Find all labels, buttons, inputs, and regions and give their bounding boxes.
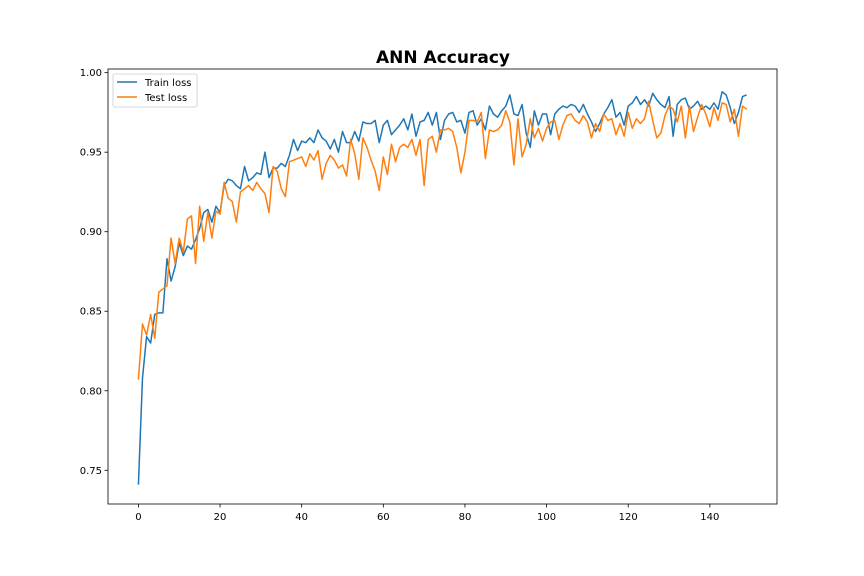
x-tick-label: 100 xyxy=(537,512,556,523)
y-tick-label: 0.80 xyxy=(80,386,102,397)
x-tick-label: 40 xyxy=(295,512,308,523)
y-tick-label: 0.95 xyxy=(80,148,102,159)
series-line-test-loss xyxy=(137,100,748,380)
series-line-train-loss xyxy=(137,90,747,485)
x-tick-label: 80 xyxy=(459,512,472,523)
y-tick-label: 0.75 xyxy=(80,466,102,477)
x-tick-label: 60 xyxy=(377,512,390,523)
legend-label-train-loss: Train loss xyxy=(144,78,192,89)
y-axis: 0.75 0.80 0.85 0.90 0.95 1.00 xyxy=(80,68,108,477)
plot-frame xyxy=(107,68,778,505)
chart-title: ANN Accuracy xyxy=(376,48,510,68)
legend-label-test-loss: Test loss xyxy=(144,93,187,104)
x-tick-label: 140 xyxy=(700,512,719,523)
x-axis: 0 20 40 60 80 100 120 140 xyxy=(135,504,719,523)
y-tick-label: 1.00 xyxy=(80,68,102,79)
x-tick-label: 0 xyxy=(135,512,141,523)
x-tick-label: 20 xyxy=(214,512,227,523)
x-tick-label: 120 xyxy=(619,512,638,523)
y-tick-label: 0.90 xyxy=(80,227,102,238)
plot-lines xyxy=(137,90,748,485)
y-tick-label: 0.85 xyxy=(80,307,102,318)
legend: Train loss Test loss xyxy=(112,73,198,108)
